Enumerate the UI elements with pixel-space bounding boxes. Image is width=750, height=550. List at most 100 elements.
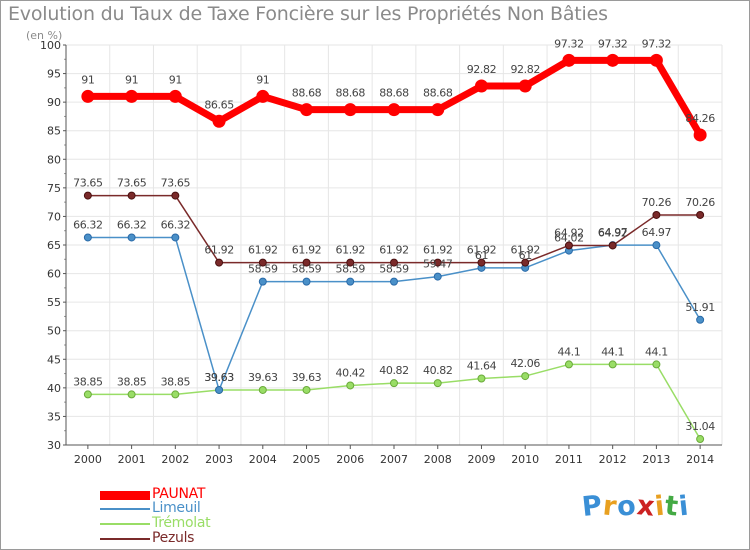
data-point: [608, 241, 617, 250]
x-tick-label: 2002: [161, 453, 189, 466]
x-tick-label: 2001: [118, 453, 146, 466]
data-point: [606, 53, 620, 67]
data-point: [696, 315, 705, 324]
data-label: 40.82: [423, 364, 453, 377]
x-tick-label: 2003: [205, 453, 233, 466]
data-point: [608, 360, 617, 369]
data-label: 97.32: [554, 37, 584, 50]
data-label: 64.92: [598, 226, 628, 239]
data-label: 38.85: [161, 375, 191, 388]
x-tick-label: 2007: [380, 453, 408, 466]
data-point: [125, 89, 139, 103]
data-label: 61.92: [204, 244, 234, 257]
y-tick-label: 70: [47, 210, 61, 223]
data-label: 91: [125, 73, 138, 86]
chart-title: Evolution du Taux de Taxe Foncière sur l…: [8, 3, 608, 25]
x-tick-label: 2012: [599, 453, 627, 466]
data-point: [521, 372, 530, 381]
data-point: [346, 258, 355, 267]
data-point: [693, 128, 707, 142]
data-point: [518, 79, 532, 93]
data-label: 92.82: [510, 63, 540, 76]
data-label: 58.59: [379, 263, 409, 276]
y-tick-label: 65: [47, 239, 61, 252]
proxiti-logo: Proxiti: [580, 490, 692, 523]
data-point: [477, 374, 486, 383]
x-tick-label: 2004: [249, 453, 277, 466]
data-label: 88.68: [336, 87, 366, 100]
data-point: [474, 79, 488, 93]
data-point: [302, 277, 311, 286]
data-label: 44.1: [601, 345, 624, 358]
y-tick-label: 95: [47, 68, 61, 81]
data-label: 39.63: [248, 371, 278, 384]
data-point: [652, 210, 661, 219]
data-point: [433, 272, 442, 281]
data-label: 70.26: [685, 196, 715, 209]
data-label: 61: [475, 249, 488, 262]
data-point: [81, 89, 95, 103]
x-tick-label: 2013: [642, 453, 670, 466]
data-point: [649, 53, 663, 67]
y-tick-label: 80: [47, 153, 61, 166]
legend-item-trémolat: Trémolat: [100, 515, 300, 531]
data-label: 40.82: [379, 364, 409, 377]
y-axis-unit-label: (en %): [26, 29, 63, 42]
data-label: 58.59: [248, 263, 278, 276]
data-point: [258, 277, 267, 286]
data-label: 39.63: [292, 371, 322, 384]
data-label: 88.68: [292, 87, 322, 100]
logo-letter: i: [677, 490, 692, 523]
data-label: 70.26: [642, 196, 672, 209]
data-point: [564, 360, 573, 369]
data-label: 88.68: [423, 87, 453, 100]
data-label: 91: [81, 73, 94, 86]
data-point: [171, 233, 180, 242]
data-label: 88.68: [379, 87, 409, 100]
data-point: [390, 379, 398, 388]
legend-label: Trémolat: [152, 515, 211, 531]
data-label: 91: [256, 73, 269, 86]
data-point: [433, 258, 442, 267]
legend-label: Limeuil: [152, 500, 201, 516]
data-point: [302, 385, 311, 394]
data-label: 97.32: [642, 37, 672, 50]
y-tick-label: 60: [47, 268, 61, 281]
data-point: [258, 385, 267, 394]
data-point: [83, 233, 92, 242]
data-label: 61.92: [248, 244, 278, 257]
data-label: 61.92: [467, 244, 497, 257]
y-tick-label: 35: [47, 410, 61, 423]
data-point: [83, 191, 92, 200]
data-label: 39.63: [204, 371, 234, 384]
x-tick-label: 2010: [511, 453, 539, 466]
y-tick-label: 85: [47, 125, 61, 138]
data-point: [127, 233, 136, 242]
data-label: 66.32: [161, 218, 191, 231]
data-label: 73.65: [117, 177, 147, 190]
data-point: [387, 103, 401, 117]
data-point: [477, 258, 486, 267]
data-label: 73.65: [161, 177, 191, 190]
y-tick-label: 40: [47, 382, 61, 395]
data-point: [258, 258, 267, 267]
data-point: [390, 277, 398, 286]
legend-swatch: [100, 538, 150, 540]
data-point: [696, 210, 705, 219]
legend-swatch: [100, 508, 150, 510]
data-point: [215, 385, 224, 394]
y-tick-label: 55: [47, 296, 61, 309]
data-label: 64.97: [642, 226, 672, 239]
x-tick-label: 2011: [555, 453, 583, 466]
data-label: 66.32: [73, 218, 103, 231]
data-point: [127, 390, 136, 399]
data-label: 84.26: [685, 112, 715, 125]
data-label: 91: [169, 73, 182, 86]
data-label: 58.59: [336, 263, 366, 276]
y-tick-label: 100: [40, 39, 61, 52]
data-point: [302, 258, 311, 267]
data-point: [127, 191, 136, 200]
data-label: 41.64: [467, 359, 497, 372]
data-point: [256, 89, 270, 103]
